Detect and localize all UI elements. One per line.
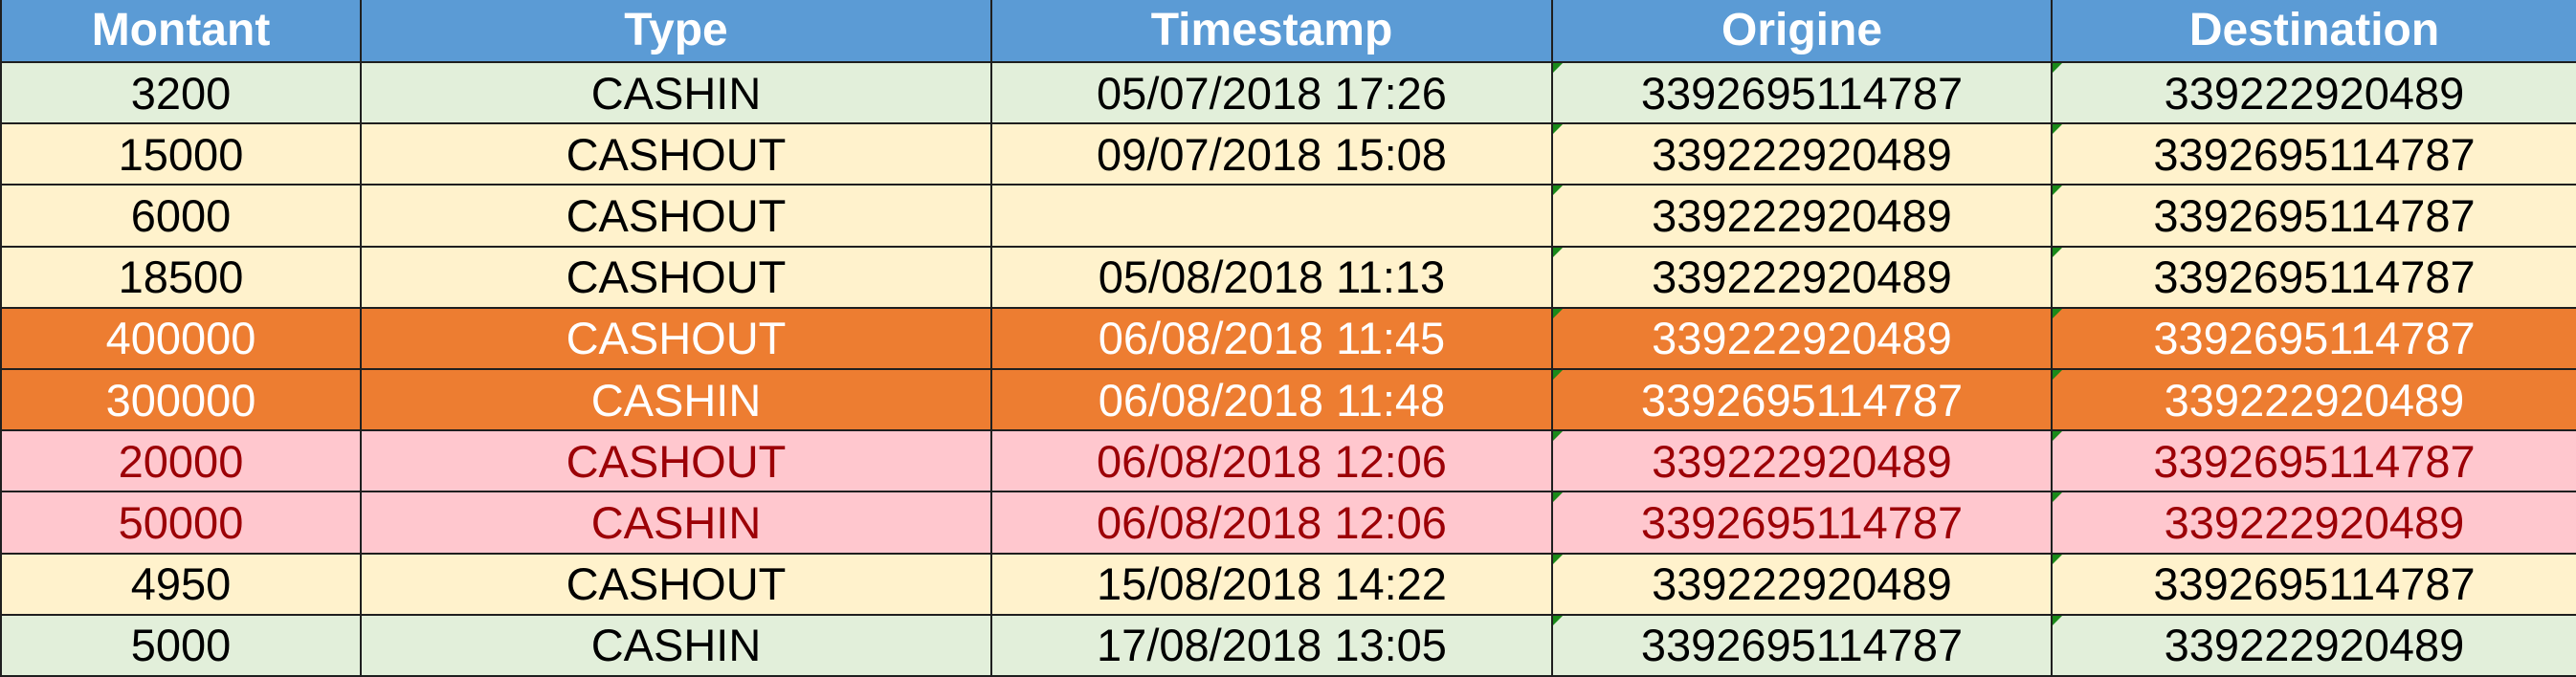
table-body: 3200 CASHIN 05/07/2018 17:26 33926951147… xyxy=(0,60,2576,677)
cell-origine[interactable]: 339222920489 xyxy=(1551,429,2053,493)
cell-montant[interactable]: 3200 xyxy=(0,60,362,125)
table-row: 6000 CASHOUT 339222920489 3392695114787 xyxy=(0,184,2576,248)
cell-destination[interactable]: 3392695114787 xyxy=(2051,429,2576,493)
cell-origine[interactable]: 339222920489 xyxy=(1551,552,2053,616)
cell-destination[interactable]: 3392695114787 xyxy=(2051,122,2576,186)
cell-origine[interactable]: 3392695114787 xyxy=(1551,367,2053,432)
table-row: 50000 CASHIN 06/08/2018 12:06 3392695114… xyxy=(0,491,2576,555)
table-row: 20000 CASHOUT 06/08/2018 12:06 339222920… xyxy=(0,429,2576,493)
cell-type[interactable]: CASHOUT xyxy=(360,306,992,370)
table-row: 15000 CASHOUT 09/07/2018 15:08 339222920… xyxy=(0,122,2576,186)
cell-timestamp[interactable]: 06/08/2018 12:06 xyxy=(990,429,1553,493)
cell-destination[interactable]: 339222920489 xyxy=(2051,613,2576,677)
cell-origine[interactable]: 3392695114787 xyxy=(1551,613,2053,677)
table-row: 5000 CASHIN 17/08/2018 13:05 33926951147… xyxy=(0,613,2576,677)
header-montant[interactable]: Montant xyxy=(0,0,362,63)
cell-timestamp[interactable]: 06/08/2018 12:06 xyxy=(990,491,1553,555)
cell-montant[interactable]: 18500 xyxy=(0,245,362,309)
header-origine[interactable]: Origine xyxy=(1551,0,2053,63)
cell-timestamp[interactable]: 06/08/2018 11:45 xyxy=(990,306,1553,370)
cell-origine[interactable]: 3392695114787 xyxy=(1551,60,2053,125)
cell-montant[interactable]: 300000 xyxy=(0,367,362,432)
cell-origine[interactable]: 339222920489 xyxy=(1551,122,2053,186)
cell-type[interactable]: CASHOUT xyxy=(360,245,992,309)
cell-origine[interactable]: 3392695114787 xyxy=(1551,491,2053,555)
header-timestamp[interactable]: Timestamp xyxy=(990,0,1553,63)
cell-timestamp[interactable]: 17/08/2018 13:05 xyxy=(990,613,1553,677)
cell-type[interactable]: CASHIN xyxy=(360,491,992,555)
table-row: 300000 CASHIN 06/08/2018 11:48 339269511… xyxy=(0,367,2576,432)
cell-destination[interactable]: 3392695114787 xyxy=(2051,306,2576,370)
cell-origine[interactable]: 339222920489 xyxy=(1551,245,2053,309)
cell-timestamp[interactable] xyxy=(990,184,1553,248)
cell-type[interactable]: CASHOUT xyxy=(360,184,992,248)
cell-destination[interactable]: 339222920489 xyxy=(2051,60,2576,125)
table-row: 3200 CASHIN 05/07/2018 17:26 33926951147… xyxy=(0,60,2576,125)
cell-timestamp[interactable]: 05/07/2018 17:26 xyxy=(990,60,1553,125)
cell-type[interactable]: CASHIN xyxy=(360,613,992,677)
cell-type[interactable]: CASHOUT xyxy=(360,552,992,616)
header-row: Montant Type Timestamp Origine Destinati… xyxy=(0,0,2576,63)
table-header: Montant Type Timestamp Origine Destinati… xyxy=(0,0,2576,63)
cell-origine[interactable]: 339222920489 xyxy=(1551,306,2053,370)
header-destination[interactable]: Destination xyxy=(2051,0,2576,63)
cell-origine[interactable]: 339222920489 xyxy=(1551,184,2053,248)
cell-montant[interactable]: 400000 xyxy=(0,306,362,370)
cell-destination[interactable]: 3392695114787 xyxy=(2051,552,2576,616)
cell-montant[interactable]: 50000 xyxy=(0,491,362,555)
cell-montant[interactable]: 15000 xyxy=(0,122,362,186)
cell-montant[interactable]: 6000 xyxy=(0,184,362,248)
cell-type[interactable]: CASHOUT xyxy=(360,429,992,493)
header-type[interactable]: Type xyxy=(360,0,992,63)
cell-timestamp[interactable]: 05/08/2018 11:13 xyxy=(990,245,1553,309)
cell-destination[interactable]: 339222920489 xyxy=(2051,491,2576,555)
cell-montant[interactable]: 5000 xyxy=(0,613,362,677)
cell-timestamp[interactable]: 09/07/2018 15:08 xyxy=(990,122,1553,186)
cell-montant[interactable]: 4950 xyxy=(0,552,362,616)
cell-destination[interactable]: 3392695114787 xyxy=(2051,184,2576,248)
cell-montant[interactable]: 20000 xyxy=(0,429,362,493)
cell-type[interactable]: CASHIN xyxy=(360,60,992,125)
cell-destination[interactable]: 339222920489 xyxy=(2051,367,2576,432)
table-row: 4950 CASHOUT 15/08/2018 14:22 3392229204… xyxy=(0,552,2576,616)
table-row: 18500 CASHOUT 05/08/2018 11:13 339222920… xyxy=(0,245,2576,309)
table-row: 400000 CASHOUT 06/08/2018 11:45 33922292… xyxy=(0,306,2576,370)
cell-timestamp[interactable]: 06/08/2018 11:48 xyxy=(990,367,1553,432)
cell-type[interactable]: CASHIN xyxy=(360,367,992,432)
cell-destination[interactable]: 3392695114787 xyxy=(2051,245,2576,309)
cell-type[interactable]: CASHOUT xyxy=(360,122,992,186)
cell-timestamp[interactable]: 15/08/2018 14:22 xyxy=(990,552,1553,616)
